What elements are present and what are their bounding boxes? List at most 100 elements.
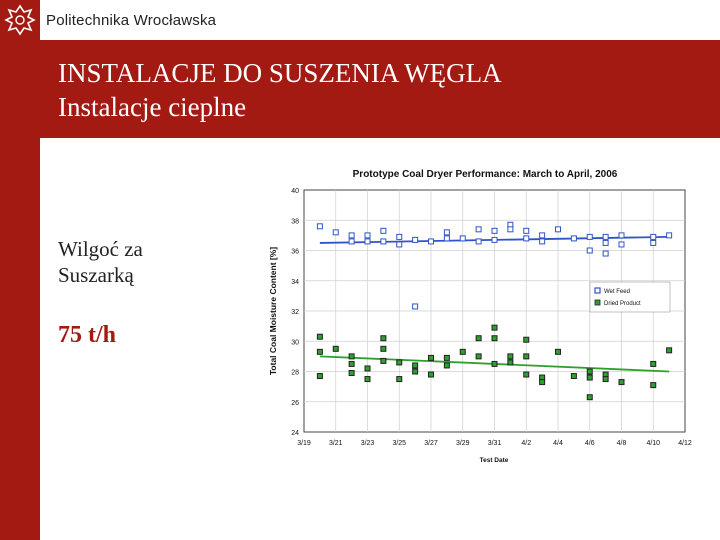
wet-feed-point bbox=[602, 250, 609, 257]
dried-product-point bbox=[555, 348, 561, 355]
wet-feed-point bbox=[650, 239, 657, 246]
wet-feed-point bbox=[618, 232, 625, 239]
x-tick-label: 4/10 bbox=[646, 440, 660, 447]
wet-feed-point bbox=[316, 223, 323, 230]
wet-feed-point bbox=[428, 238, 434, 245]
dried-product-point bbox=[586, 394, 593, 401]
wet-feed-point bbox=[459, 235, 466, 242]
dried-product-point bbox=[523, 336, 530, 343]
dried-product-point bbox=[539, 379, 546, 386]
dried-product-point bbox=[364, 376, 371, 383]
dried-product-point bbox=[443, 362, 450, 369]
dried-product-point bbox=[586, 368, 593, 375]
dried-product-point bbox=[586, 374, 593, 381]
y-tick-label: 34 bbox=[291, 279, 299, 286]
wet-feed-point bbox=[475, 238, 482, 245]
dried-product-point bbox=[602, 376, 609, 383]
dried-product-point bbox=[380, 345, 387, 352]
wet-feed-point bbox=[523, 235, 530, 242]
wet-feed-point bbox=[412, 236, 419, 243]
dried-product-point bbox=[491, 360, 498, 367]
dried-product-point bbox=[523, 371, 530, 378]
wet-feed-point bbox=[570, 235, 577, 242]
left-brand-bar bbox=[0, 0, 40, 540]
eagle-logo-icon bbox=[4, 4, 36, 36]
wet-feed-point bbox=[364, 232, 371, 239]
dried-product-point bbox=[428, 354, 434, 361]
dried-product-point bbox=[396, 376, 403, 383]
dried-product-point bbox=[348, 370, 355, 377]
dried-product-point bbox=[412, 368, 419, 375]
university-logo bbox=[0, 0, 40, 40]
legend-wet-marker bbox=[594, 287, 601, 294]
x-axis-label: Test Date bbox=[480, 457, 509, 464]
wet-feed-point bbox=[523, 227, 530, 234]
dried-product-point bbox=[570, 373, 577, 380]
y-tick-label: 24 bbox=[291, 430, 299, 437]
x-tick-label: 4/8 bbox=[617, 440, 627, 447]
wet-feed-point bbox=[586, 247, 593, 254]
wet-feed-point bbox=[443, 229, 450, 236]
dried-product-point bbox=[491, 324, 498, 331]
dried-product-point bbox=[316, 333, 323, 340]
chart-title: Prototype Coal Dryer Performance: March … bbox=[353, 169, 618, 180]
y-tick-label: 32 bbox=[291, 309, 299, 316]
dried-product-point bbox=[412, 362, 419, 369]
wet-feed-point bbox=[412, 303, 419, 310]
dried-product-point bbox=[443, 354, 450, 361]
wet-feed-point bbox=[555, 226, 561, 233]
y-tick-labels: 24 26 28 30 32 34 36 38 40 bbox=[291, 188, 299, 437]
dried-product-point bbox=[507, 359, 514, 366]
dried-product-point bbox=[475, 353, 482, 360]
wet-feed-point bbox=[602, 239, 609, 246]
dried-product-point bbox=[618, 379, 625, 386]
legend-dried-marker bbox=[594, 299, 601, 306]
dried-product-point bbox=[523, 353, 530, 360]
x-tick-label: 4/2 bbox=[521, 440, 531, 447]
wet-feed-point bbox=[618, 241, 625, 248]
wet-feed-point bbox=[475, 226, 482, 233]
x-tick-labels: 3/19 3/21 3/23 3/25 3/27 3/29 3/31 4/2 4/4 4/6 4/8… bbox=[297, 440, 692, 447]
legend-box bbox=[589, 281, 671, 313]
wet-feed-point bbox=[539, 238, 546, 245]
dried-product-point bbox=[666, 347, 673, 354]
x-tick-label: 3/27 bbox=[424, 440, 438, 447]
wet-feed-point bbox=[666, 232, 673, 239]
dried-product-point bbox=[348, 353, 355, 360]
y-axis-label: Total Coal Moisture Content [%] bbox=[268, 247, 278, 375]
wet-feed-point bbox=[491, 236, 498, 243]
wet-feed-point bbox=[348, 238, 355, 245]
wet-feed-point bbox=[602, 233, 609, 240]
top-header-band bbox=[0, 0, 720, 40]
x-tick-label: 3/29 bbox=[456, 440, 470, 447]
dried-product-point bbox=[459, 348, 466, 355]
moisture-label-line2: Suszarką bbox=[58, 263, 134, 287]
chart-legend: Wet Feed Dried Product bbox=[589, 281, 671, 313]
wet-feed-point bbox=[491, 227, 498, 234]
wet-feed-point bbox=[380, 227, 387, 234]
wet-feed-point bbox=[507, 226, 514, 233]
wet-feed-point bbox=[396, 241, 403, 248]
series-layer bbox=[316, 221, 673, 401]
wet-feed-point bbox=[364, 238, 371, 245]
wet-feed-point bbox=[586, 233, 593, 240]
x-tick-label: 3/25 bbox=[392, 440, 406, 447]
dried-product-point bbox=[491, 335, 498, 342]
dried-product-point bbox=[332, 345, 339, 352]
dried-product-point bbox=[475, 335, 482, 342]
legend-dried-label: Dried Product bbox=[604, 301, 641, 307]
dried-product-series bbox=[316, 324, 673, 401]
dried-product-point bbox=[380, 357, 387, 364]
dried-product-point bbox=[348, 360, 355, 367]
x-tick-label: 3/31 bbox=[488, 440, 502, 447]
y-tick-label: 36 bbox=[291, 249, 299, 256]
dried-product-point bbox=[316, 373, 323, 380]
title-band: INSTALACJE DO SUSZENIA WĘGLA Instalacje … bbox=[40, 40, 720, 138]
dried-product-point bbox=[364, 365, 371, 372]
capacity-value: 75 t/h bbox=[58, 322, 117, 348]
y-tick-label: 26 bbox=[291, 400, 299, 407]
y-tick-label: 38 bbox=[291, 218, 299, 225]
wet-feed-series bbox=[316, 221, 673, 310]
y-tick-label: 30 bbox=[291, 339, 299, 346]
dried-product-point bbox=[507, 353, 514, 360]
